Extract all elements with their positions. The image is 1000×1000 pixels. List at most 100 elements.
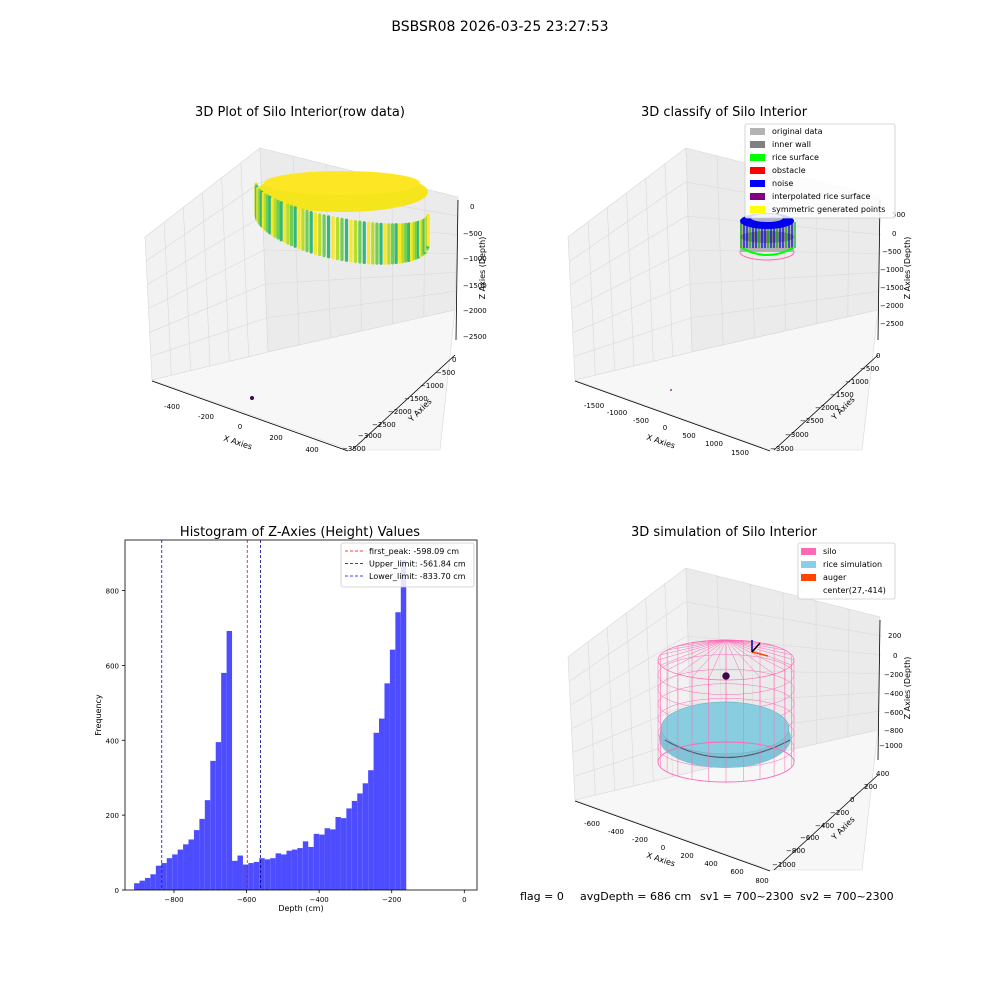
status-line: flag = 0 avgDepth = 686 cm sv1 = 700~230…: [520, 890, 894, 903]
legend-box: [744, 123, 896, 219]
legend-box: [797, 542, 896, 600]
y-tick-label: 0: [850, 796, 854, 804]
histogram-bar: [379, 718, 385, 890]
histogram-title: Histogram of Z-Axies (Height) Values: [180, 525, 420, 540]
y-axis-line-2: [773, 354, 879, 451]
x-tick-label: -200: [198, 413, 214, 421]
z-ticks-4: 200 0 −200 −400 −600 −800 −1000: [879, 632, 903, 750]
histogram-bar: [330, 829, 336, 890]
grid-line: [690, 290, 880, 319]
histogram-x-ticks: −800 −600 −400 −200 0: [164, 890, 467, 904]
grid-line: [150, 317, 267, 357]
x-tick-label: 400: [305, 446, 318, 454]
y-tick-label: 200: [106, 812, 119, 820]
y-tick-label: −1500: [830, 391, 854, 399]
silo-roof-rib: [708, 639, 727, 641]
panel-raw-title: 3D Plot of Silo Interior(row data): [195, 105, 405, 120]
x-axis-label-1: X Axies: [222, 434, 253, 452]
histogram-bar: [237, 855, 243, 890]
pane-left-1: [144, 147, 269, 381]
histogram-bar: [210, 760, 216, 890]
histogram-bar: [161, 863, 167, 890]
x-axis-line-1: [151, 380, 349, 452]
histogram-frame: [124, 539, 478, 891]
legend-label: auger: [823, 573, 847, 582]
silo-roof-rib: [725, 639, 792, 666]
legend-label: obstacle: [772, 166, 806, 175]
y-axis-line-1: [351, 354, 456, 451]
y-ticks-4: 400 200 0 −200 −400 −600 −800 −1000: [772, 770, 889, 869]
z-tick-label: −2500: [463, 333, 487, 341]
silo-roof-rib: [691, 639, 727, 678]
silo-roof-rib: [725, 639, 775, 675]
histogram-bar: [166, 858, 173, 890]
grid-lines-4: [569, 576, 882, 796]
histogram-bar: [297, 848, 303, 890]
x-tick-label: -1500: [584, 402, 604, 410]
y-tick-label: −2500: [800, 417, 824, 425]
x-tick-label: −400: [310, 896, 329, 904]
z-tick-label: −1000: [463, 255, 487, 263]
legend-label: original data: [772, 127, 823, 136]
y-tick-label: −2500: [372, 421, 396, 429]
figure-title: BSBSR08 2026-03-25 23:27:53: [391, 19, 608, 35]
y-tick-label: 400: [106, 737, 119, 745]
panel-simulation-title: 3D simulation of Silo Interior: [631, 525, 818, 540]
z-axis-label-2: Z Axies (Depth): [903, 237, 912, 300]
histogram-bar: [177, 849, 184, 890]
z-axis-label-1: Z Axies (Depth): [478, 237, 487, 300]
silo-roof-rib: [725, 639, 775, 647]
legend-label: symmetric generated points: [772, 205, 885, 214]
x-tick-label: −200: [382, 896, 401, 904]
legend-simulation: silo rice simulation auger center(27,-414): [797, 542, 896, 600]
center-marker: [722, 672, 730, 680]
sv2-text: sv2 = 700~2300: [800, 890, 894, 903]
y-tick-label: −500: [436, 369, 455, 377]
y-tick-label: −200: [830, 809, 849, 817]
y-tick-label: −3000: [358, 432, 382, 440]
y-tick-label: −1500: [404, 395, 428, 403]
silo-roof-rib: [660, 639, 727, 656]
histogram-bar: [270, 858, 276, 890]
y-ticks-2: 0 −500 −1000 −1500 −2000 −2500 −3000 −35…: [770, 352, 880, 453]
pane-left-2: [567, 147, 693, 381]
x-axis-label-2: X Axies: [645, 433, 676, 451]
auger-horizontal: [751, 651, 769, 657]
x-tick-label: 0: [462, 896, 466, 904]
histogram-bar: [204, 800, 211, 890]
legend-histogram: first_peak: -598.09 cm Upper_limit: -561.…: [340, 542, 475, 588]
histogram-bar: [281, 854, 287, 890]
legend-swatch: [750, 154, 765, 161]
legend-label: rice surface: [772, 153, 819, 162]
z-tick-label: −500: [882, 248, 901, 256]
z-tick-label: 200: [888, 632, 901, 640]
histogram-bar: [286, 850, 292, 890]
z-tick-label: 500: [892, 211, 905, 219]
histogram-bar: [308, 846, 314, 890]
y-tick-label: −3000: [785, 431, 809, 439]
histogram-y-label: Frequency: [94, 694, 103, 736]
legend-swatch: [801, 548, 816, 555]
legend-label: interpolated rice surface: [772, 192, 870, 201]
histogram-bar: [155, 865, 162, 890]
pane-left-4: [567, 567, 693, 801]
legend-swatch: [750, 141, 765, 148]
histogram-bar: [248, 863, 254, 890]
histogram-bar: [226, 630, 233, 890]
z-tick-label: −500: [463, 230, 482, 238]
x-tick-label: -1000: [607, 409, 627, 417]
x-tick-label: 1500: [731, 449, 749, 457]
x-tick-label: -400: [608, 828, 624, 836]
histogram-bar: [395, 612, 401, 890]
histogram-bar: [384, 683, 390, 890]
raw-point-cloud: [254, 171, 430, 265]
x-tick-label: 600: [730, 868, 743, 876]
y-tick-label: 0: [452, 356, 456, 364]
silo-roof-rib: [677, 639, 727, 675]
histogram-bar: [340, 818, 347, 890]
sv1-text: sv1 = 700~2300: [700, 890, 794, 903]
histogram-vlines: [161, 540, 261, 890]
histogram-bar: [319, 834, 325, 890]
x-ticks-4: -600 -400 -200 0 200 400 600 800: [584, 820, 769, 885]
